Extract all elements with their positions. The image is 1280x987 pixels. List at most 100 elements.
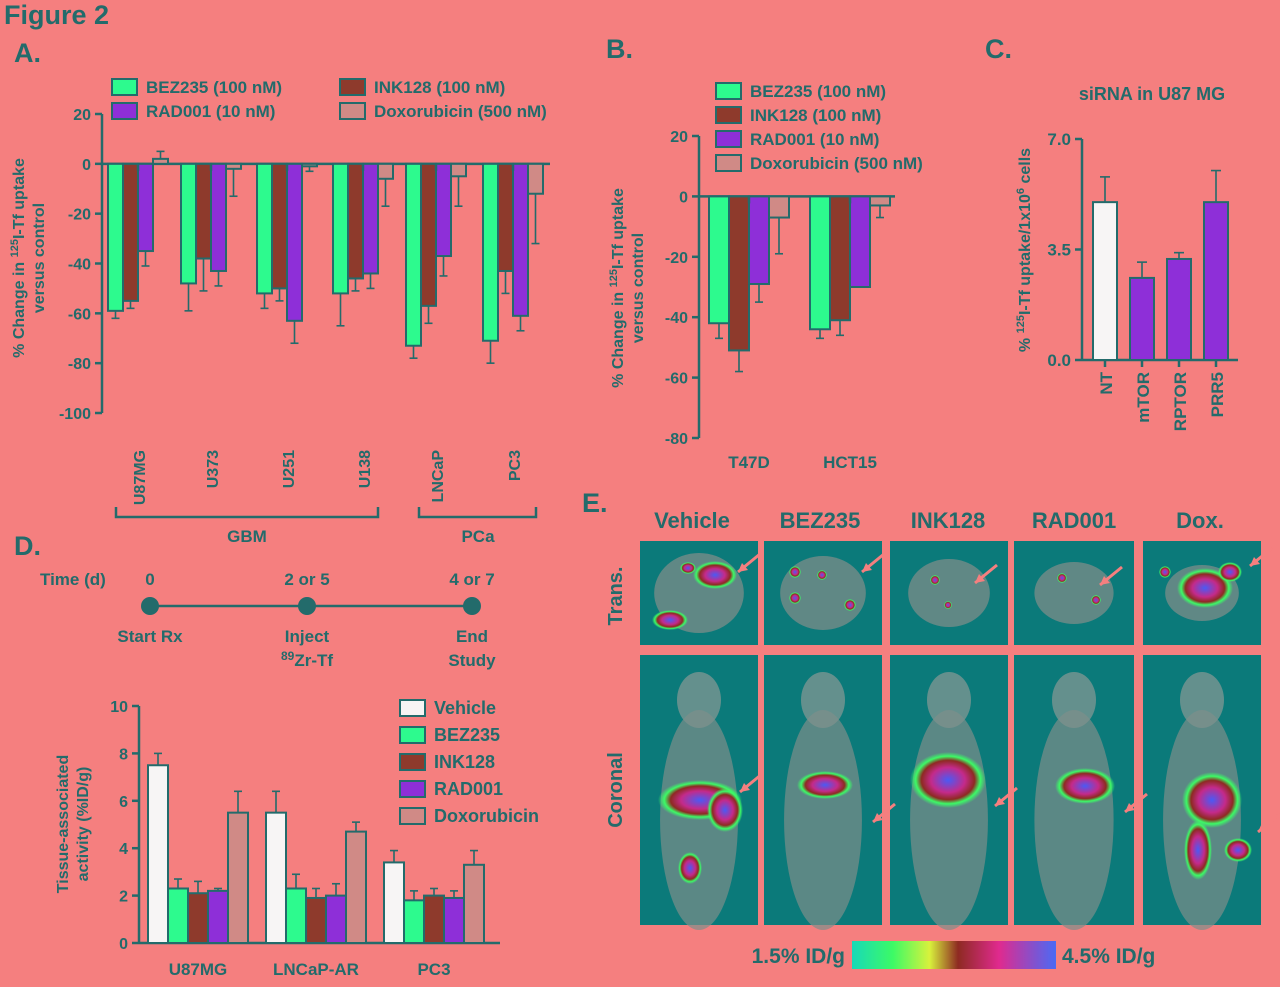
panel-b-legend: BEZ235 (100 nM) INK128 (100 nM) RAD001 (10…	[715, 82, 923, 173]
panel-a-label: A.	[14, 38, 41, 68]
legend-label: RAD001 (10 nM)	[146, 102, 275, 121]
coronal-head	[677, 672, 721, 728]
legend-swatch	[399, 753, 426, 771]
uptake-spot	[817, 570, 827, 580]
uptake-spot	[1184, 820, 1212, 880]
uptake-spot	[652, 610, 688, 630]
panel-a-ylabel-2: versus control	[31, 203, 48, 313]
panel-a: A. BEZ235 (100 nM) INK128 (100 nM) RAD001 …	[9, 38, 550, 546]
y-tick-label: -40	[665, 310, 688, 327]
bar-prr5	[1203, 201, 1229, 361]
x-tick-label: U373	[205, 450, 222, 488]
legend-swatch	[339, 102, 366, 120]
bar-u138-3	[377, 162, 394, 180]
y-tick-label: 20	[670, 129, 688, 146]
timeline: Time (d) 0 2 or 5 4 or 7 Start Rx Inject…	[40, 570, 496, 670]
arrow-head-icon	[862, 563, 872, 572]
uptake-spot	[1177, 568, 1233, 608]
bar-u138-0	[332, 162, 349, 295]
trans-body	[908, 559, 990, 627]
bar-u373-1	[195, 162, 212, 260]
y-tick-label: 10	[110, 699, 128, 716]
legend-swatch	[111, 102, 138, 120]
coronal-body	[1034, 710, 1114, 930]
x-tick-label: PRR5	[1208, 372, 1227, 417]
panel-d-plot: 0 2 4 6 8 10 U87MG LNCaP-AR PC3	[110, 699, 500, 979]
bar-pc3-1	[403, 899, 425, 945]
panel-c-ylabel: % 125I-Tf uptake/1x106 cells	[1015, 148, 1034, 352]
coronal-body	[910, 710, 988, 930]
y-tick-label: 7.0	[1047, 130, 1071, 149]
legend-swatch	[399, 699, 426, 717]
x-tick-label: PC3	[507, 450, 524, 481]
x-tick-label: U87MG	[132, 450, 149, 505]
bar-u373-3	[225, 162, 242, 170]
legend-label: BEZ235 (100 nM)	[750, 82, 886, 101]
panel-b: B. BEZ235 (100 nM) INK128 (100 nM) RAD001 …	[606, 34, 923, 472]
x-tick-label: LNCaP	[430, 450, 447, 503]
colorbar	[852, 941, 1056, 969]
bar-u87mg-1	[122, 162, 139, 302]
bar-nt	[1092, 201, 1118, 361]
bar-hct15-1	[829, 195, 851, 322]
column-label-bez235: BEZ235	[780, 508, 861, 533]
uptake-spot	[1057, 573, 1067, 583]
bar-pc3-2	[512, 162, 529, 317]
bar-pc3-0	[482, 162, 499, 342]
legend-swatch	[399, 726, 426, 744]
bar-lncap-1	[420, 162, 437, 307]
uptake-spot	[944, 601, 952, 609]
coronal-head	[1052, 672, 1096, 728]
panel-b-plot: 20 0 -20 -40 -60 -80 T47D HCT15	[665, 129, 895, 472]
legend-label: BEZ235 (100 nM)	[146, 78, 282, 97]
colorbar-max-label: 4.5% ID/g	[1062, 945, 1155, 968]
bar-u87mg-3	[207, 889, 229, 944]
bar-lncap-3	[450, 162, 467, 178]
legend-label: BEZ235	[434, 725, 500, 745]
bar-u87mg-3	[152, 157, 169, 165]
figure-title: Figure 2	[4, 0, 109, 30]
x-tick-label: U138	[357, 450, 374, 488]
row-label-coronal: Coronal	[605, 752, 627, 828]
panel-b-ylabel-2: versus control	[630, 233, 647, 343]
uptake-spot	[680, 562, 696, 574]
timeline-event-start: Start Rx	[117, 627, 183, 646]
legend-swatch	[399, 807, 426, 825]
bar-pc3-4	[463, 863, 485, 944]
legend-swatch	[339, 78, 366, 96]
gbm-bracket	[114, 507, 380, 519]
uptake-spot	[678, 852, 702, 884]
arrow-head-icon	[995, 797, 1005, 806]
uptake-spot	[789, 566, 801, 578]
bar-u87mg-4	[227, 811, 249, 945]
arrow-head-icon	[1100, 576, 1110, 585]
x-tick-label: RPTOR	[1171, 372, 1190, 431]
pca-label: PCa	[461, 527, 495, 546]
y-tick-label: -20	[665, 250, 688, 267]
uptake-spot	[910, 752, 986, 808]
timeline-event-inject-2: 89Zr-Tf	[281, 649, 333, 670]
arrow-head-icon	[1258, 823, 1268, 832]
bar-pc3-0	[383, 861, 405, 944]
panel-b-ylabel: % Change in 125I-Tf uptake	[608, 188, 627, 388]
y-tick-label: 8	[119, 746, 128, 763]
legend-swatch	[715, 82, 742, 100]
bar-hct15-2	[849, 195, 871, 288]
bar-u87mg-0	[107, 162, 124, 312]
bar-u87mg-2	[137, 162, 154, 253]
y-tick-label: 6	[119, 794, 128, 811]
x-tick-label: NT	[1097, 371, 1116, 394]
legend-label: INK128	[434, 752, 495, 772]
panel-c-title: siRNA in U87 MG	[1079, 84, 1225, 104]
legend-swatch	[715, 130, 742, 148]
y-tick-label: 4	[119, 841, 128, 858]
coronal-head	[927, 672, 971, 728]
panel-c: C. siRNA in U87 MG 7.0 3.5 0.0 NT mTOR RPTOR P…	[985, 34, 1238, 431]
column-label-ink128: INK128	[911, 508, 986, 533]
y-tick-label: 2	[119, 889, 128, 906]
uptake-spot	[844, 599, 856, 611]
bar-u138-1	[347, 162, 364, 280]
x-tick-label: U251	[281, 450, 298, 488]
arrow-head-icon	[740, 783, 750, 792]
uptake-spot	[1091, 595, 1101, 605]
